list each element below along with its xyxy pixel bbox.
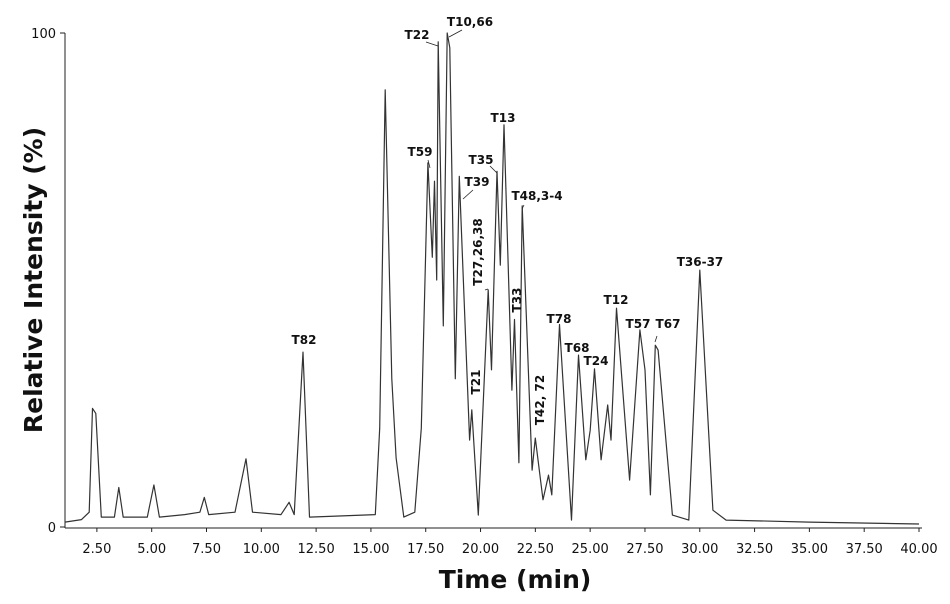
peak-label: T68 bbox=[565, 341, 590, 355]
x-tick-label: 40.00 bbox=[900, 542, 937, 557]
x-tick-label: 5.00 bbox=[137, 542, 166, 557]
peak-label: T42, 72 bbox=[533, 375, 547, 425]
peak-label: T21 bbox=[469, 370, 483, 395]
x-tick-label: 25.00 bbox=[572, 542, 609, 557]
x-tick-label: 7.50 bbox=[192, 542, 221, 557]
peak-label: T82 bbox=[292, 333, 317, 347]
x-tick-label: 35.00 bbox=[791, 542, 828, 557]
x-tick-label: 12.50 bbox=[298, 542, 335, 557]
leader-line bbox=[427, 159, 431, 169]
peak-label: T22 bbox=[405, 28, 430, 42]
peak-label: T48,3-4 bbox=[511, 189, 562, 203]
x-tick-label: 17.50 bbox=[407, 542, 444, 557]
y-axis-title: Relative Intensity (%) bbox=[19, 127, 48, 433]
x-tick-label: 22.50 bbox=[517, 542, 554, 557]
peak-label: T67 bbox=[656, 317, 681, 331]
leader-line bbox=[425, 41, 439, 47]
x-tick-label: 37.50 bbox=[846, 542, 883, 557]
leader-line bbox=[484, 288, 489, 291]
peak-label: T13 bbox=[491, 111, 516, 125]
x-tick-label: 20.00 bbox=[462, 542, 499, 557]
peak-label: T24 bbox=[584, 354, 609, 368]
x-tick-label: 30.00 bbox=[681, 542, 718, 557]
x-tick-label: 27.50 bbox=[626, 542, 663, 557]
peak-label: T57 bbox=[626, 317, 651, 331]
leader-line bbox=[654, 335, 658, 343]
x-axis-title: Time (min) bbox=[439, 565, 592, 594]
chromatogram-trace bbox=[64, 32, 920, 525]
leader-line bbox=[448, 29, 463, 38]
leader-line bbox=[462, 189, 474, 200]
peak-label: T59 bbox=[408, 145, 433, 159]
peak-label: T10,66 bbox=[447, 15, 493, 29]
y-tick-label: 100 bbox=[31, 27, 56, 42]
peak-label: T35 bbox=[469, 153, 494, 167]
x-tick-label: 2.50 bbox=[82, 542, 111, 557]
peak-label: T27,26,38 bbox=[471, 218, 485, 285]
y-tick-label: 0 bbox=[48, 521, 56, 536]
peak-label: T39 bbox=[465, 175, 490, 189]
leader-line bbox=[489, 165, 498, 174]
x-tick-label: 10.00 bbox=[243, 542, 280, 557]
peak-label: T36-37 bbox=[677, 255, 724, 269]
x-tick-label: 15.00 bbox=[352, 542, 389, 557]
peak-label: T12 bbox=[604, 293, 629, 307]
peak-label: T33 bbox=[510, 288, 524, 313]
leader-line bbox=[521, 204, 525, 210]
x-tick-label: 32.50 bbox=[736, 542, 773, 557]
peak-label: T78 bbox=[547, 312, 572, 326]
